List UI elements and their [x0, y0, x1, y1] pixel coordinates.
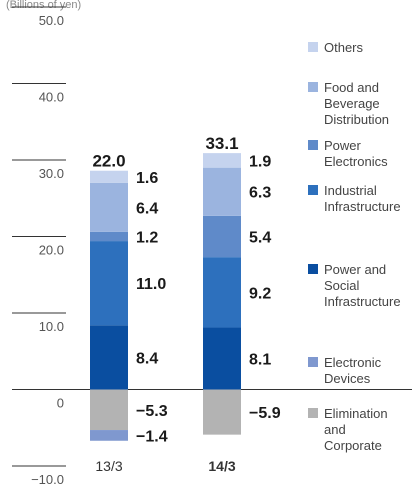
legend-label: Beverage: [324, 96, 380, 111]
data-label: 11.0: [136, 276, 166, 293]
data-label: −1.4: [136, 428, 168, 445]
y-tick-label: 50.0: [39, 13, 64, 28]
bar-segment: [90, 325, 128, 390]
legend-label: Power and: [324, 262, 386, 277]
y-tick-label: 0: [57, 396, 64, 411]
data-label: 8.1: [249, 352, 271, 369]
bar-segment: [90, 170, 128, 183]
data-label: 1.2: [136, 230, 158, 247]
y-tick-label: 30.0: [39, 166, 64, 181]
data-label: 1.9: [249, 153, 271, 170]
data-label: −5.3: [136, 403, 168, 420]
x-tick-label: 14/3: [208, 458, 235, 474]
legend-label: Industrial: [324, 183, 377, 198]
bar-segment: [90, 241, 128, 326]
data-label: 5.4: [249, 230, 271, 247]
data-labels: 8.4 11.0 1.2 6.4 1.6 −5.3 −1.4 22.0 8.1 9.2 5.4 6.3…: [92, 134, 280, 445]
bar-segment: [203, 215, 241, 258]
x-tick-label: 13/3: [95, 458, 122, 474]
legend-swatch: [308, 185, 318, 195]
total-label: 22.0: [92, 152, 125, 171]
legend-label: Infrastructure: [324, 294, 401, 309]
legend-swatch: [308, 42, 318, 52]
bar-segment: [203, 257, 241, 328]
chart-top-note: (Billions of yen): [6, 0, 81, 11]
y-tick-label: 10.0: [39, 319, 64, 334]
bar-segment: [203, 153, 241, 168]
legend-swatch: [308, 82, 318, 92]
data-label: 9.2: [249, 285, 271, 302]
bar-segment: [203, 167, 241, 216]
total-label: 33.1: [205, 134, 238, 153]
legend-label: Power: [324, 138, 362, 153]
bar-segment: [90, 231, 128, 242]
legend-label: Electronic: [324, 355, 382, 370]
y-tick-label: 40.0: [39, 90, 64, 105]
data-label: 8.4: [136, 350, 158, 367]
legend-swatch: [308, 140, 318, 150]
data-label: 1.6: [136, 170, 158, 187]
legend-label: Others: [324, 40, 364, 55]
legend-label: Social: [324, 278, 360, 293]
x-axis: 13/3 14/3: [95, 458, 235, 474]
bar-segment: [90, 182, 128, 232]
legend-label: Devices: [324, 371, 371, 386]
data-label: 6.3: [249, 185, 271, 202]
legend-label: Electronics: [324, 154, 388, 169]
y-tick-label: −10.0: [31, 472, 64, 487]
data-label: −5.9: [249, 405, 281, 422]
bars: [90, 153, 241, 441]
y-tick-label: 20.0: [39, 243, 64, 258]
data-label: 6.4: [136, 200, 158, 217]
legend-label: Distribution: [324, 112, 389, 127]
bar-segment: [90, 389, 128, 431]
bar-segment: [203, 389, 241, 435]
legend-label: Food and: [324, 80, 379, 95]
legend-swatch: [308, 264, 318, 274]
bar-segment: [203, 327, 241, 390]
legend-label: Infrastructure: [324, 199, 401, 214]
legend-label: Corporate: [324, 438, 382, 453]
legend-label: and: [324, 422, 346, 437]
bar-segment: [90, 430, 128, 441]
legend-swatch: [308, 357, 318, 367]
legend-label: Elimination: [324, 406, 388, 421]
legend-swatch: [308, 408, 318, 418]
